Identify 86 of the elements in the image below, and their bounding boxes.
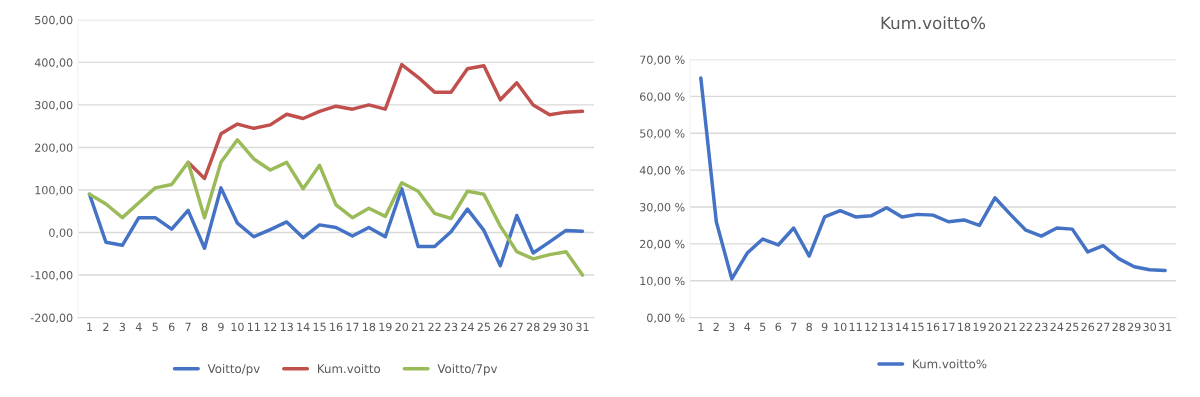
- x-tick-label: 22: [428, 322, 441, 331]
- y-tick-label: 20,00 %: [640, 239, 685, 250]
- x-tick-label: 26: [1081, 322, 1095, 332]
- x-tick-label: 26: [494, 322, 507, 332]
- x-tick-label: 24: [1050, 322, 1064, 331]
- x-tick-label: 2: [103, 322, 109, 331]
- x-tick-label: 10: [231, 322, 244, 332]
- y-tick-label: 30,00 %: [640, 202, 685, 213]
- x-tick-label: 18: [363, 322, 376, 332]
- y-tick-label: 100,00: [35, 185, 73, 196]
- x-tick-label: 25: [477, 322, 490, 332]
- x-tick-label: 7: [791, 322, 797, 331]
- y-tick-label: 400,00: [34, 58, 73, 68]
- y-tick-label: 70,00 %: [640, 55, 685, 66]
- x-tick-label: 30: [559, 322, 573, 332]
- x-tick-label: 11: [849, 322, 862, 331]
- x-tick-label: 4: [744, 322, 751, 331]
- x-tick-label: 16: [330, 322, 343, 332]
- x-tick-label: 11: [247, 322, 260, 331]
- x-tick-label: 10: [834, 322, 847, 332]
- line-series: [699, 76, 1167, 281]
- x-tick-label: 13: [880, 322, 893, 332]
- x-tick-label: 8: [201, 322, 208, 332]
- x-tick-label: 19: [973, 322, 986, 332]
- x-tick-label: 23: [1035, 322, 1048, 332]
- legend-label: Kum.voitto%: [913, 359, 987, 369]
- y-tick-label: 0,00: [49, 228, 73, 239]
- y-tick-label: 10,00 %: [640, 276, 685, 287]
- x-tick-label: 16: [927, 322, 940, 332]
- y-tick-label: 300,00: [35, 100, 73, 111]
- y-tick-label: 50,00 %: [640, 129, 685, 139]
- x-tick-label: 31: [1158, 322, 1172, 332]
- x-tick-label: 21: [1004, 322, 1017, 331]
- chart-title: Kum.voitto%: [881, 16, 986, 30]
- x-tick-label: 22: [1019, 322, 1032, 331]
- x-tick-label: 15: [313, 322, 326, 332]
- x-tick-label: 6: [168, 322, 175, 332]
- x-tick-label: 17: [346, 322, 359, 331]
- x-tick-label: 2: [713, 322, 719, 331]
- x-tick-label: 13: [280, 322, 293, 332]
- x-tick-label: 27: [1097, 322, 1110, 331]
- x-tick-label: 20: [988, 322, 1002, 332]
- x-tick-label: 19: [379, 322, 392, 332]
- x-tick-label: 30: [1143, 322, 1157, 332]
- y-tick-label: 500,00: [35, 15, 73, 26]
- x-tick-label: 15: [911, 322, 924, 332]
- x-tick-label: 4: [135, 322, 142, 331]
- y-tick-label: -200,00: [30, 313, 73, 324]
- x-tick-label: 3: [119, 322, 126, 332]
- x-tick-label: 9: [218, 322, 224, 332]
- y-tick-label: 40,00 %: [639, 166, 685, 176]
- x-tick-label: 31: [576, 322, 589, 332]
- legend-label: Voitto/pv: [207, 363, 260, 376]
- x-tick-label: 9: [821, 322, 828, 332]
- x-tick-label: 14: [297, 322, 310, 331]
- x-tick-label: 5: [152, 322, 158, 332]
- legend-label: Kum.voitto: [318, 363, 381, 374]
- line-series: [87, 138, 585, 277]
- x-tick-label: 18: [958, 322, 971, 332]
- y-tick-label: 60,00 %: [640, 92, 685, 102]
- y-tick-label: -100,00: [30, 271, 73, 281]
- x-tick-label: 21: [411, 322, 425, 331]
- legend-label: Voitto/7pv: [437, 363, 498, 376]
- x-tick-label: 7: [185, 322, 191, 331]
- x-tick-label: 8: [806, 322, 812, 332]
- x-tick-label: 1: [698, 322, 704, 331]
- x-tick-label: 14: [896, 322, 909, 331]
- x-tick-label: 17: [942, 322, 955, 331]
- x-tick-label: 24: [461, 322, 474, 331]
- x-tick-label: 29: [1127, 322, 1141, 332]
- x-tick-label: 28: [1112, 322, 1126, 332]
- x-tick-label: 3: [729, 322, 735, 332]
- x-tick-label: 23: [444, 322, 458, 332]
- x-tick-label: 12: [264, 322, 277, 331]
- x-tick-label: 29: [543, 322, 556, 332]
- line-series: [87, 186, 585, 268]
- x-tick-label: 6: [775, 322, 782, 332]
- x-tick-label: 20: [395, 322, 409, 332]
- x-tick-label: 12: [865, 322, 878, 331]
- y-tick-label: 0,00 %: [647, 313, 685, 324]
- y-tick-label: 200,00: [35, 143, 73, 153]
- x-tick-label: 28: [526, 322, 540, 332]
- x-tick-label: 25: [1066, 322, 1079, 332]
- x-tick-label: 27: [510, 322, 523, 331]
- x-tick-label: 5: [760, 322, 766, 332]
- x-tick-label: 1: [87, 322, 93, 331]
